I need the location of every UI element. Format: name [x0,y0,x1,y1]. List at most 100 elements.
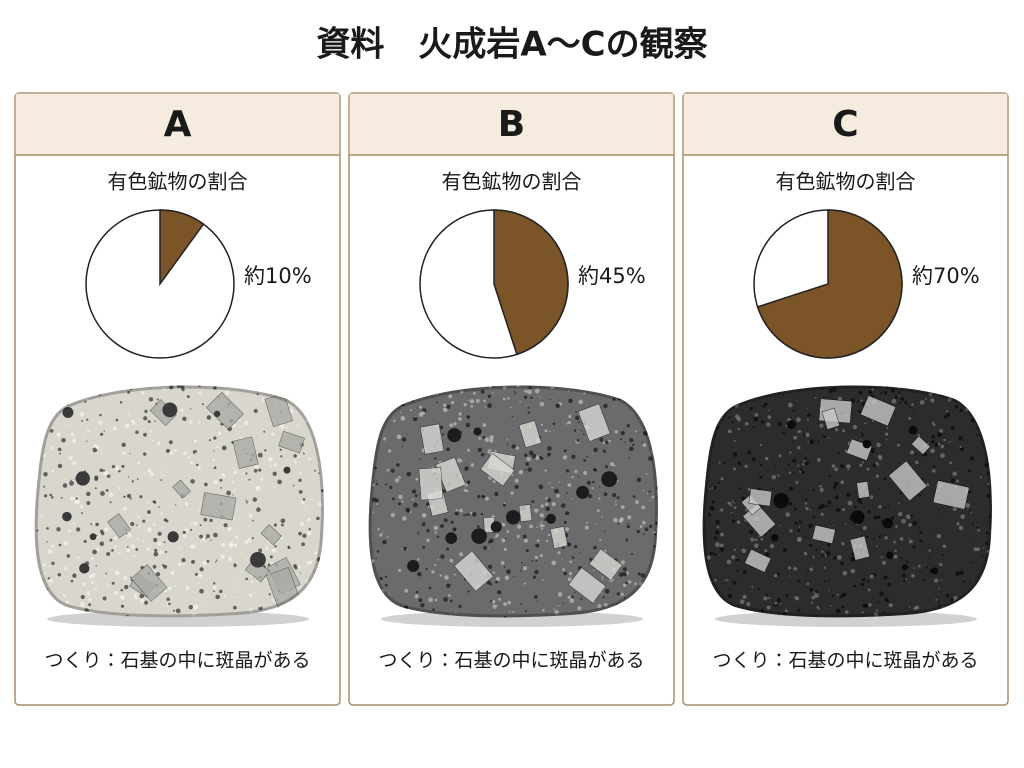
speckle [943,415,948,419]
speckle [79,504,84,509]
speckle [102,596,107,601]
speckle [861,431,864,434]
speckle [648,490,651,493]
speckle [92,522,95,525]
speckle [712,485,717,490]
speckle [81,419,83,422]
speckle [931,434,935,439]
speckle [314,469,316,472]
speckle [248,593,253,597]
speckle [641,505,646,510]
speckle [166,597,170,601]
speckle [567,420,571,425]
speckle [182,530,186,534]
speckle [257,452,263,458]
speckle [494,491,499,497]
speckle [446,583,451,588]
speckle [601,516,603,518]
speckle [279,424,285,429]
speckle [527,411,530,414]
speckle [588,494,593,499]
speckle [150,551,154,554]
speckle [959,445,962,449]
speckle [382,588,385,592]
speckle [202,560,207,565]
speckle [86,591,91,596]
speckle [742,570,747,575]
dark-grain [850,510,865,524]
speckle [637,572,641,576]
panel-header [349,93,674,156]
speckle [158,506,160,508]
speckle [226,490,231,496]
crystal [811,524,836,544]
speckle [450,520,454,524]
speckle [488,547,490,549]
speckle [806,582,810,586]
speckle [814,592,819,598]
speckle [420,602,425,608]
speckle [837,555,842,560]
speckle [136,524,138,526]
speckle [840,594,844,599]
speckle [939,428,944,433]
speckle [778,454,782,458]
dark-grain [886,551,894,560]
speckle [868,603,872,607]
speckle [56,527,61,532]
speckle [118,551,121,555]
speckle [446,404,451,409]
speckle [789,575,791,577]
speckle [310,497,313,500]
dark-grain [162,402,178,418]
speckle [883,390,888,395]
crystal [107,513,131,539]
speckle [224,390,230,395]
speckle [744,464,748,468]
speckle [873,515,878,520]
speckle [518,470,524,475]
speckle [168,586,172,591]
speckle [111,465,116,469]
speckle [233,563,237,567]
speckle [197,420,201,424]
speckle [759,463,763,467]
speckle [240,552,242,554]
speckle [467,448,471,452]
speckle [730,504,733,507]
speckle [168,440,173,445]
speckle [832,387,837,393]
speckle [186,395,190,399]
speckle [807,413,811,417]
speckle [135,548,139,551]
speckle [206,559,210,563]
speckle [768,597,771,600]
speckle [793,566,798,571]
speckle [132,554,136,558]
speckle [949,440,951,443]
speckle [793,435,798,440]
speckle [834,495,839,500]
speckle [583,392,586,395]
value-label: 約70% [912,264,980,288]
speckle [109,501,112,504]
crystal [232,436,259,469]
speckle [273,486,276,489]
speckle [760,608,765,613]
speckle [758,546,761,548]
speckle [297,455,301,459]
speckle [930,489,932,491]
speckle [161,474,164,477]
speckle [115,466,120,471]
speckle [213,582,216,585]
speckle [308,560,313,564]
speckle [375,480,377,482]
speckle [448,594,451,597]
speckle [384,583,388,587]
speckle [919,539,923,543]
speckle [47,549,53,555]
speckle [858,409,862,413]
speckle [190,544,195,549]
speckle [915,460,919,465]
speckle [845,522,847,525]
